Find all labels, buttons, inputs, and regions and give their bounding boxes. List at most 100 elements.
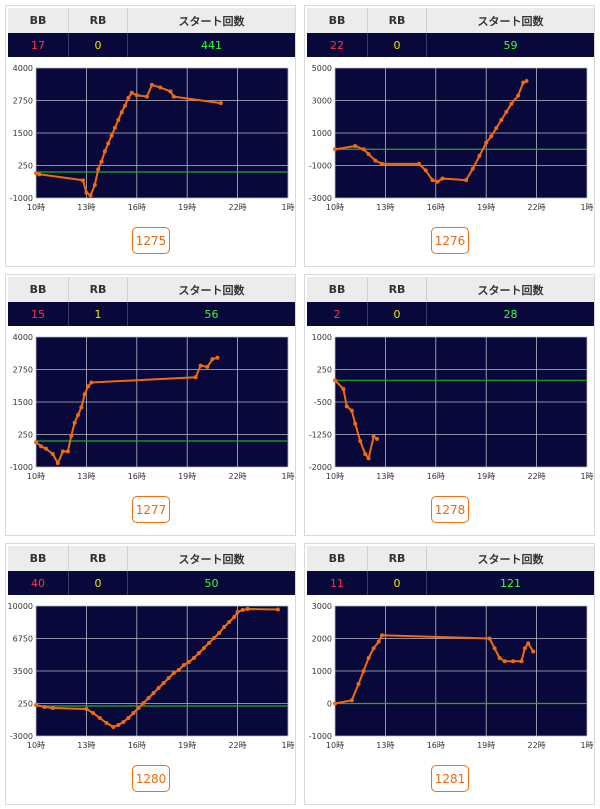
machine-number-button[interactable]: 1280 xyxy=(132,765,170,792)
y-tick-label: 3000 xyxy=(312,602,332,611)
data-point xyxy=(440,176,445,181)
data-point xyxy=(131,711,136,715)
data-point xyxy=(141,701,146,705)
slump-chart: 10時 13時 16時 19時 22時 1時 5000 3000 1000 -1000 -3000 xyxy=(309,64,594,212)
bb-count: 22 xyxy=(307,33,368,57)
x-tick-label: 19時 xyxy=(178,472,196,481)
data-point xyxy=(376,639,381,644)
data-point xyxy=(430,178,435,183)
y-tick-label: -1000 xyxy=(10,194,33,203)
data-point xyxy=(186,660,191,664)
data-point xyxy=(109,133,114,138)
data-point xyxy=(358,439,363,443)
x-tick-label: 13時 xyxy=(376,203,394,212)
data-point xyxy=(526,641,531,646)
data-point xyxy=(240,608,245,612)
y-tick-label: 250 xyxy=(18,431,33,440)
data-point xyxy=(158,85,163,90)
data-point xyxy=(112,125,117,130)
y-tick-label: -1000 xyxy=(10,463,33,472)
data-point xyxy=(161,681,166,685)
machine-number-button[interactable]: 1277 xyxy=(132,496,170,523)
rb-header: RB xyxy=(69,8,128,33)
data-point xyxy=(516,93,521,98)
stats-value-row: 11 0 121 xyxy=(307,571,594,595)
data-point xyxy=(106,141,111,146)
data-point xyxy=(39,444,44,449)
data-point xyxy=(191,656,196,660)
data-point xyxy=(168,89,173,94)
data-point xyxy=(218,101,223,106)
x-tick-label: 10時 xyxy=(27,472,45,481)
x-tick-label: 10時 xyxy=(326,741,344,750)
x-tick-label: 1時 xyxy=(580,741,593,750)
start-count: 28 xyxy=(503,307,518,321)
y-tick-label: 2750 xyxy=(13,366,33,375)
start-count: 50 xyxy=(204,576,219,590)
rb-count: 0 xyxy=(69,33,128,57)
start-count: 59 xyxy=(503,38,518,52)
x-tick-label: 13時 xyxy=(77,741,95,750)
rb-header: RB xyxy=(69,277,128,302)
stats-value-row: 40 0 50 xyxy=(8,571,295,595)
x-tick-label: 13時 xyxy=(77,472,95,481)
data-point xyxy=(417,161,421,166)
rb-header: RB xyxy=(368,8,427,33)
data-point xyxy=(50,706,55,710)
bb-header: BB xyxy=(307,546,368,571)
data-point xyxy=(60,449,65,454)
machine-number-button[interactable]: 1281 xyxy=(431,765,469,792)
y-tick-label: -3000 xyxy=(10,732,33,741)
bb-count: 11 xyxy=(307,571,368,595)
data-point xyxy=(129,90,134,95)
data-point xyxy=(366,456,371,461)
start-count-header: スタート回数 xyxy=(178,283,245,297)
x-tick-label: 16時 xyxy=(427,203,445,212)
data-point xyxy=(156,686,161,690)
data-point xyxy=(198,363,203,368)
machine-number-button[interactable]: 1276 xyxy=(431,227,469,254)
stats-value-row: 22 0 59 xyxy=(307,33,594,57)
data-point xyxy=(55,461,60,466)
stats-header-row: BB RB スタート回数 xyxy=(307,277,594,302)
data-point xyxy=(102,149,107,154)
data-point xyxy=(333,378,337,383)
stats-value-row: 17 0 441 xyxy=(8,33,295,57)
rb-count: 0 xyxy=(368,33,427,57)
y-tick-label: 2750 xyxy=(13,97,33,106)
data-point xyxy=(123,103,128,108)
data-point xyxy=(464,178,469,183)
data-point xyxy=(371,434,376,439)
data-point xyxy=(235,610,240,614)
data-point xyxy=(149,82,154,87)
data-point xyxy=(487,636,492,641)
slump-chart: 10時 13時 16時 19時 22時 1時 4000 2750 1500 250 -1000 xyxy=(10,64,295,212)
data-point xyxy=(166,676,171,680)
slump-chart: 10時 13時 16時 19時 22時 1時 10000 6750 3500 250 -3000 xyxy=(8,602,295,750)
data-point xyxy=(499,118,504,122)
start-count-header: スタート回数 xyxy=(178,14,245,28)
y-tick-label: 1000 xyxy=(312,333,332,342)
data-point xyxy=(79,405,84,410)
data-point xyxy=(91,711,96,715)
data-point xyxy=(511,659,516,664)
data-point xyxy=(366,656,371,660)
y-tick-label: 1000 xyxy=(312,129,332,138)
machine-number-button[interactable]: 1275 xyxy=(132,227,170,254)
data-point xyxy=(134,93,139,98)
data-point xyxy=(44,446,49,451)
machine-number-button[interactable]: 1278 xyxy=(431,496,469,523)
x-tick-label: 1時 xyxy=(580,203,593,212)
machine-card: BB RB スタート回数 11 0 121 10時 13時 16時 19時 22時 1時 3000 200… xyxy=(304,543,595,805)
data-point xyxy=(333,701,337,706)
data-point xyxy=(97,716,102,720)
data-point xyxy=(116,118,121,122)
bb-header: BB xyxy=(8,277,69,302)
data-point xyxy=(96,167,101,172)
y-tick-label: 3500 xyxy=(13,667,33,676)
data-point xyxy=(435,179,440,184)
x-tick-label: 13時 xyxy=(376,472,394,481)
bb-count: 17 xyxy=(8,33,69,57)
y-tick-label: 1500 xyxy=(13,129,33,138)
data-point xyxy=(380,161,385,166)
